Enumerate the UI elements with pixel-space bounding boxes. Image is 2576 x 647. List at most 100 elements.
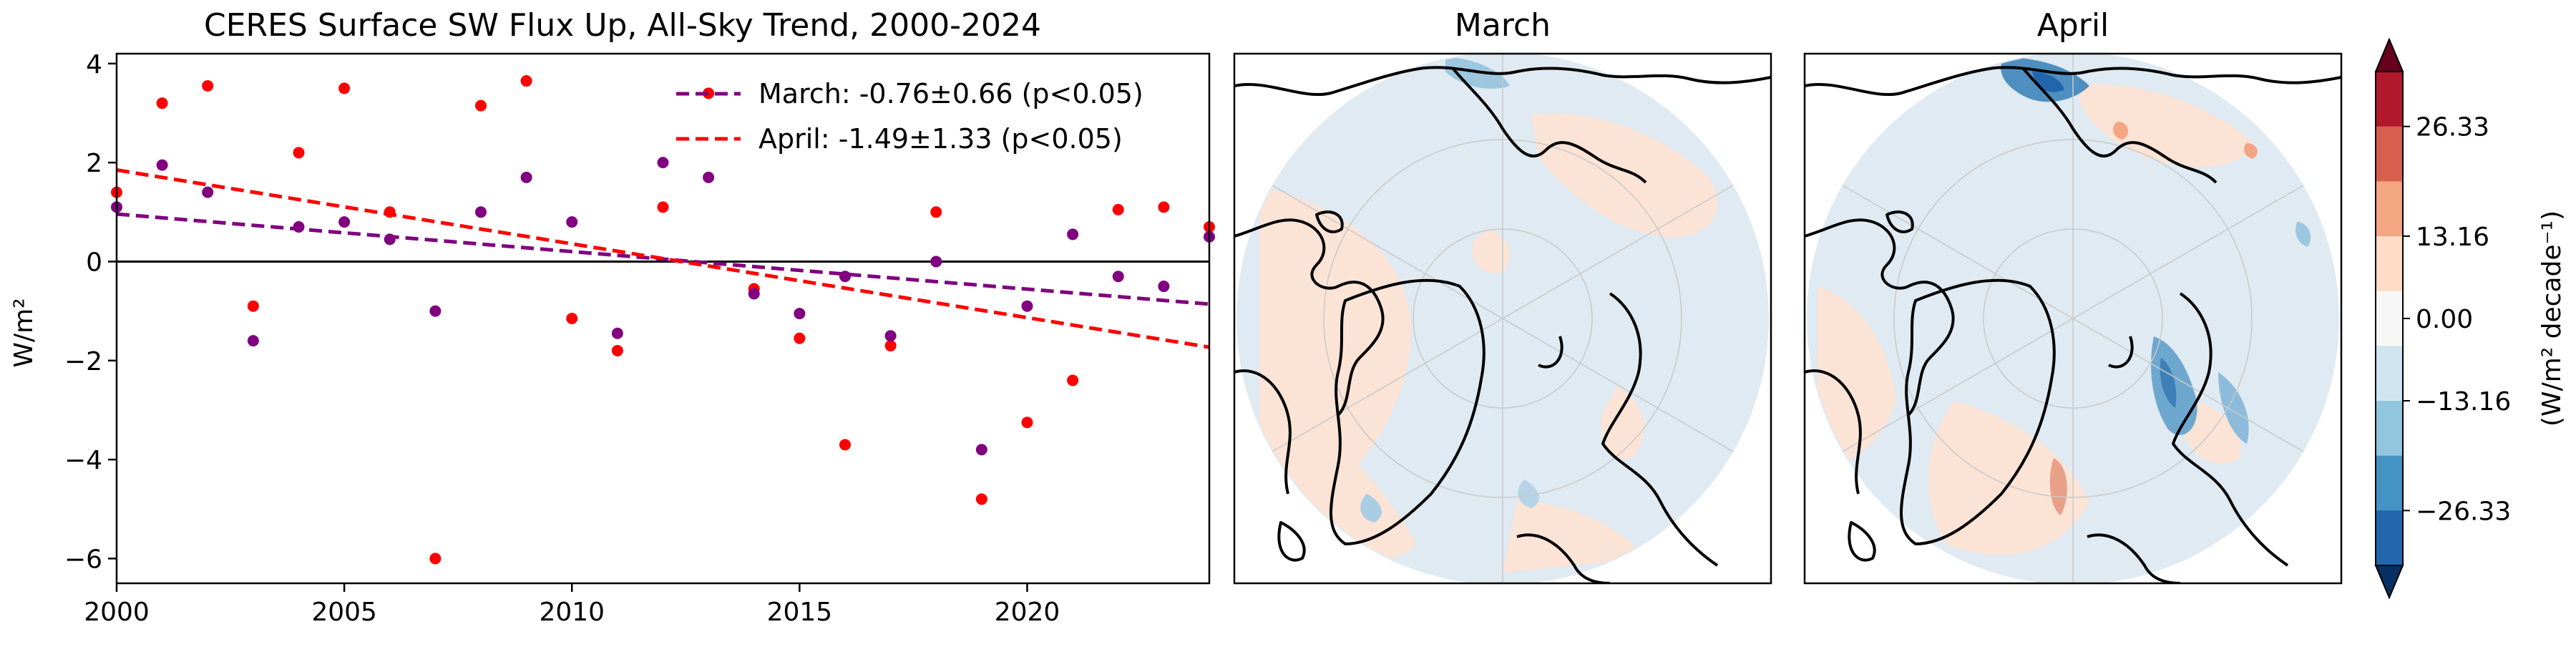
colorbar-extend-min: [2374, 565, 2404, 600]
april-data-point: [475, 99, 487, 112]
april-data-point: [566, 313, 578, 324]
march-data-point: [475, 206, 487, 218]
map-march: March: [1233, 7, 1772, 585]
map-april-anomalies: [1818, 57, 2311, 555]
march-data-point: [930, 256, 942, 268]
march-data-point: [975, 444, 987, 456]
april-data-point: [1021, 417, 1033, 429]
y-tick-label: 0: [86, 248, 102, 277]
march-data-point: [657, 157, 669, 169]
april-data-point: [247, 300, 259, 312]
colorbar-extend-max: [2374, 37, 2404, 72]
april-negative-region: [2032, 72, 2064, 92]
colorbar-tick-label: −26.33: [2416, 497, 2511, 526]
x-tick-label: 2020: [995, 598, 1060, 627]
march-data-point: [384, 233, 396, 245]
y-tick-label: −4: [64, 446, 102, 475]
y-tick-label: −6: [64, 545, 102, 574]
march-data-point: [1067, 228, 1079, 240]
map-march-content: [1234, 54, 1771, 583]
map-april-coastlines: [1805, 66, 2341, 583]
colorbar-label: (W/m² decade⁻¹): [2537, 210, 2567, 427]
legend: March: -0.76±0.66 (p<0.05) April: -1.49±…: [676, 78, 1143, 155]
march-data-point: [293, 221, 305, 233]
y-tick-label: 2: [86, 149, 102, 178]
april-data-point: [1112, 203, 1124, 215]
april-data-point: [657, 201, 669, 213]
colorbar-segment: [2376, 291, 2403, 346]
chart-title: CERES Surface SW Flux Up, All-Sky Trend,…: [204, 7, 1041, 44]
march-data-point: [1112, 271, 1124, 283]
map-april-title: April: [2037, 7, 2109, 44]
april-data-point: [794, 332, 806, 344]
march-data-point: [839, 271, 851, 283]
march-data-point: [703, 171, 715, 183]
colorbar-segments: [2374, 37, 2404, 600]
map-april-frame: [1803, 52, 2343, 585]
map-april-content: [1805, 54, 2341, 583]
colorbar-segment: [2376, 346, 2403, 402]
april-negative-region: [2296, 222, 2311, 247]
colorbar-segment: [2376, 455, 2403, 511]
map-march-coastlines: [1234, 66, 1771, 583]
march-positive-region: [1472, 229, 1511, 273]
map-march-frame: [1233, 52, 1772, 585]
april-data-point: [1158, 201, 1170, 213]
timeseries-panel: CERES Surface SW Flux Up, All-Sky Trend,…: [9, 7, 1215, 627]
march-data-point: [1158, 281, 1170, 293]
y-tick-label: −2: [64, 347, 102, 376]
april-data-point: [611, 344, 623, 356]
march-data-point: [156, 159, 168, 171]
x-tick-label: 2000: [84, 598, 150, 627]
april-data-point: [384, 206, 396, 218]
x-tick-label: 2010: [539, 598, 605, 627]
april-negative-region: [2160, 358, 2177, 408]
april-data-point: [293, 147, 305, 159]
march-data-point: [429, 305, 441, 317]
colorbar-segment: [2376, 126, 2403, 182]
colorbar-segment: [2376, 72, 2403, 127]
april-data-point: [156, 97, 168, 110]
april-positive-region: [2244, 143, 2258, 159]
april-data-point: [429, 553, 441, 565]
colorbar-tick-label: 13.16: [2416, 223, 2489, 252]
colorbar-segment: [2376, 510, 2403, 566]
march-data-point: [338, 216, 351, 228]
march-data-point: [247, 335, 259, 347]
colorbar-tick-label: −13.16: [2416, 387, 2511, 417]
colorbar-ticks: 26.33 13.16 0.00 −13.16 −26.33: [2403, 113, 2511, 526]
map-april: April: [1803, 7, 2343, 585]
march-data-point: [1021, 300, 1033, 312]
april-positive-region: [2075, 84, 2254, 167]
colorbar: 26.33 13.16 0.00 −13.16 −26.33 (W/m² decade⁻…: [2374, 37, 2567, 600]
april-data-point: [839, 439, 851, 451]
april-data-point: [884, 340, 897, 352]
march-negative-region: [1360, 494, 1382, 522]
map-march-gridlines: [1272, 54, 1734, 583]
april-positive-region: [1818, 286, 1896, 467]
colorbar-tick-label: 0.00: [2416, 305, 2473, 334]
march-data-point: [884, 330, 897, 342]
april-positive-region: [1928, 401, 2089, 555]
march-data-point: [202, 186, 214, 198]
x-tick-label: 2015: [767, 598, 833, 627]
y-tick-label: 4: [86, 50, 102, 79]
april-data-point: [1067, 374, 1079, 386]
timeseries-plot-area: 2000 2005 2010 2015 2020 4 2 0 −2 −4 −6: [64, 50, 1215, 627]
map-april-gridlines: [1842, 54, 2304, 583]
april-positive-region: [2113, 122, 2129, 140]
march-positive-region: [1503, 501, 1646, 573]
march-data-point: [794, 308, 806, 320]
april-positive-region: [2049, 458, 2067, 515]
colorbar-segment: [2376, 181, 2403, 237]
colorbar-segment: [2376, 401, 2403, 457]
april-negative-region: [2218, 372, 2249, 444]
april-data-point: [975, 493, 987, 505]
march-data-point: [748, 288, 760, 300]
map-march-title: March: [1455, 7, 1551, 44]
april-data-point: [520, 75, 532, 87]
colorbar-segment: [2376, 236, 2403, 292]
colorbar-tick-label: 26.33: [2416, 113, 2489, 142]
march-data-point: [566, 216, 578, 228]
